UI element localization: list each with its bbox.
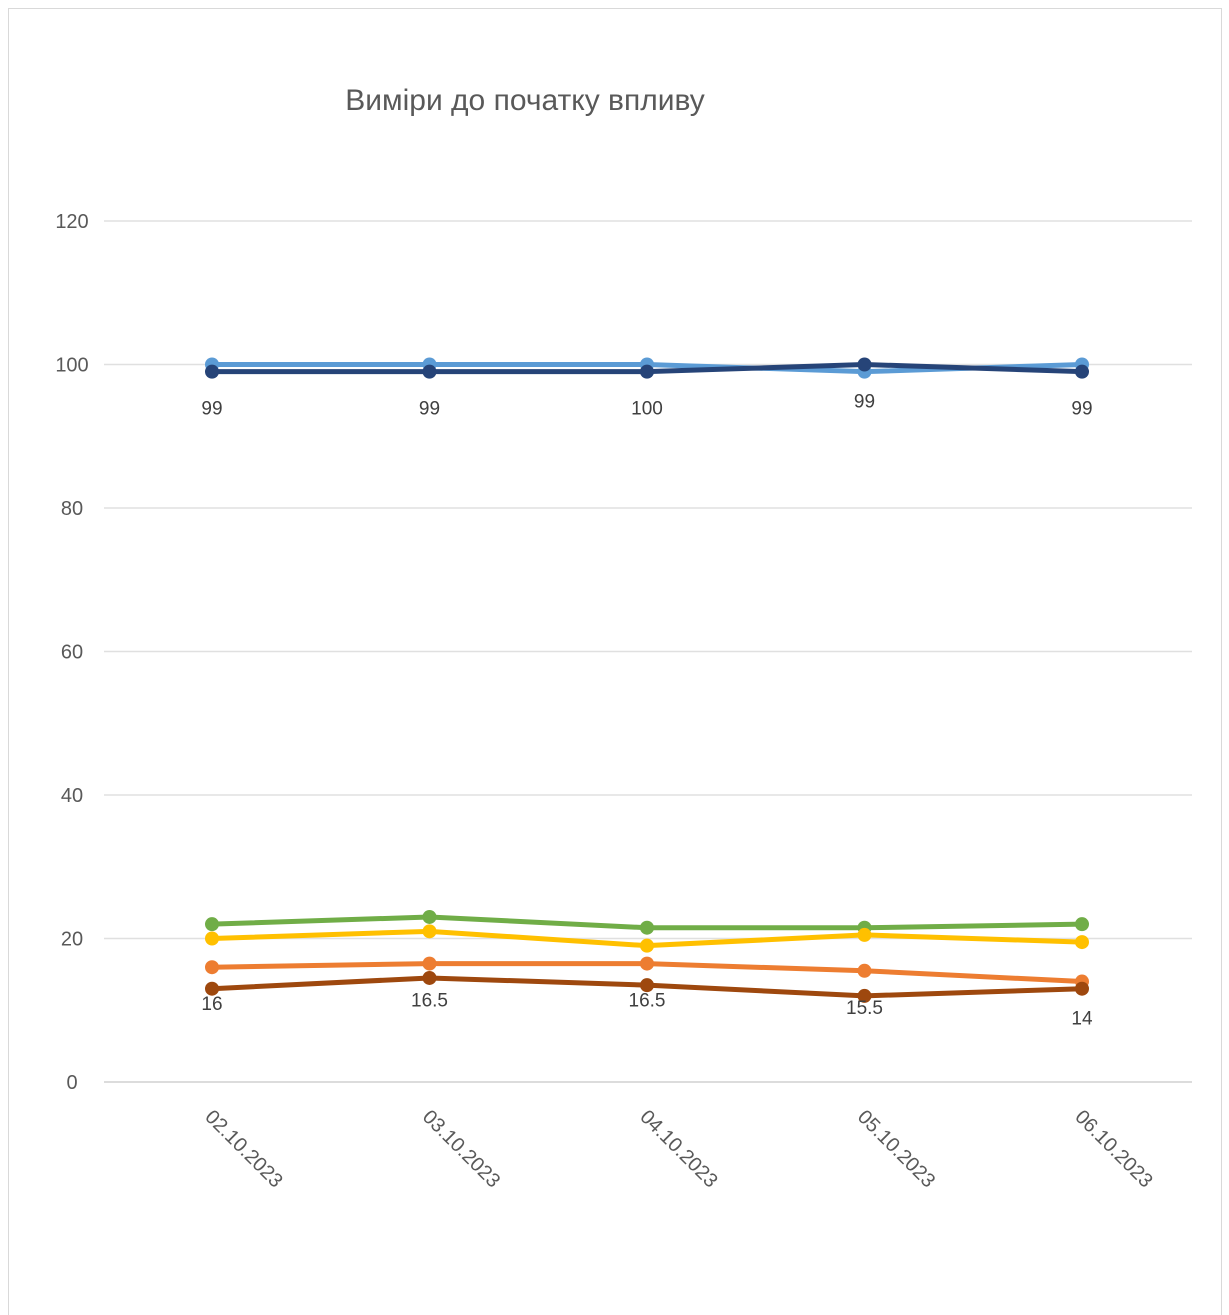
x-tick-label: 04.10.2023 [635,1106,721,1192]
data-point [422,364,437,379]
data-point [857,927,872,942]
data-point [640,938,654,953]
data-point [1075,364,1089,379]
data-point [205,364,219,379]
data-point [422,924,437,939]
data-point [1075,981,1089,996]
y-tick-label: 100 [55,355,88,377]
chart-frame [8,8,1222,1315]
y-tick-label: 20 [61,929,83,951]
x-tick-label: 05.10.2023 [853,1106,939,1192]
x-axis-ticks: 02.10.2023 03.10.2023 04.10.2023 05.10.2023… [200,1106,1156,1192]
data-point [640,978,654,993]
data-point [857,963,872,978]
data-point [422,909,437,924]
data-label: 16 [201,994,222,1015]
data-point [205,981,219,996]
data-label: 100 [631,399,663,420]
data-point [422,970,437,985]
y-tick-label: 120 [55,211,88,233]
data-point [422,956,437,971]
data-point [640,364,654,379]
data-label: 99 [854,392,875,413]
chart-title: Виміри до початку впливу [345,84,705,117]
data-label: 99 [1071,399,1092,420]
data-point [640,920,654,935]
series-group [205,357,1089,1003]
data-point [857,988,872,1003]
data-label: 99 [201,399,222,420]
x-tick-label: 03.10.2023 [418,1106,504,1192]
data-point [1075,917,1089,932]
y-tick-label: 0 [66,1072,77,1094]
data-point [1075,935,1089,950]
x-tick-label: 02.10.2023 [200,1106,286,1192]
y-axis-ticks: 0 20 40 60 80 100 120 [55,211,88,1094]
data-label: 15.5 [846,998,883,1019]
y-tick-label: 40 [61,785,83,807]
data-label: 16.5 [411,991,448,1012]
data-point [640,956,654,971]
y-tick-label: 60 [61,642,83,664]
gridlines [104,220,1192,1083]
data-point [205,917,219,932]
data-point [205,960,219,975]
data-point [857,357,872,372]
data-label: 14 [1071,1009,1093,1030]
data-label: 16.5 [629,991,666,1012]
y-tick-label: 80 [61,498,83,520]
data-point [205,931,219,946]
data-label: 99 [419,399,440,420]
x-tick-label: 06.10.2023 [1070,1106,1156,1192]
data-labels-group: 99 99 100 99 99 16 16.5 16.5 15.5 14 [201,392,1093,1030]
